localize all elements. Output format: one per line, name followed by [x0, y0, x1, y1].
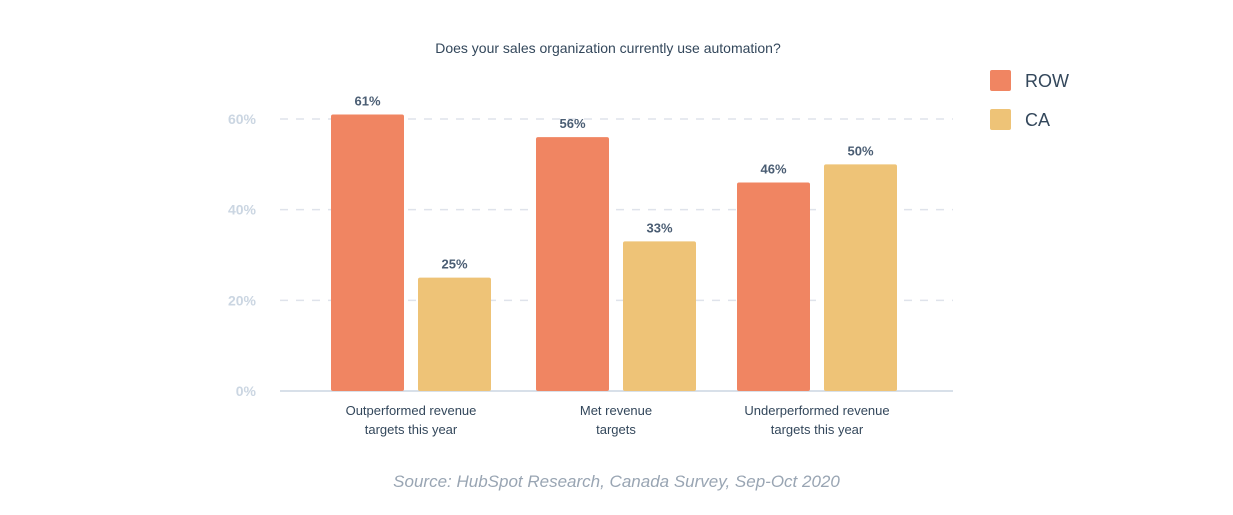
data-label: 50%: [847, 143, 873, 158]
bar-ca: [418, 277, 491, 391]
data-label: 56%: [559, 116, 585, 131]
bar-chart: Does your sales organization currently u…: [228, 40, 1069, 437]
y-axis: 0% 20% 40% 60%: [228, 111, 257, 399]
bar-ca: [623, 241, 696, 391]
legend-swatch: [990, 70, 1011, 91]
bar-row: [536, 137, 609, 391]
y-tick-label: 0%: [236, 383, 257, 399]
x-tick-label: Outperformed revenue targets this year: [346, 403, 477, 437]
bar-row: [331, 114, 404, 391]
y-tick-label: 40%: [228, 202, 257, 218]
y-tick-label: 60%: [228, 111, 257, 127]
x-tick-label: Met revenue targets: [580, 403, 652, 437]
data-label: 25%: [441, 257, 467, 272]
data-label: 33%: [646, 220, 672, 235]
legend-label: CA: [1025, 110, 1050, 130]
legend: ROW CA: [990, 70, 1069, 130]
bar-ca: [824, 164, 897, 391]
x-tick-label: Underperformed revenue targets this year: [744, 403, 889, 437]
data-label: 61%: [354, 93, 380, 108]
legend-swatch: [990, 109, 1011, 130]
bars: 61% 56% 46% 25% 33% 50%: [331, 93, 897, 391]
chart-title: Does your sales organization currently u…: [435, 40, 781, 56]
x-axis: Outperformed revenue targets this year Met…: [346, 403, 890, 437]
y-tick-label: 20%: [228, 292, 257, 308]
data-label: 46%: [760, 161, 786, 176]
legend-label: ROW: [1025, 71, 1069, 91]
source-note: Source: HubSpot Research, Canada Survey,…: [393, 472, 840, 491]
bar-row: [737, 182, 810, 391]
